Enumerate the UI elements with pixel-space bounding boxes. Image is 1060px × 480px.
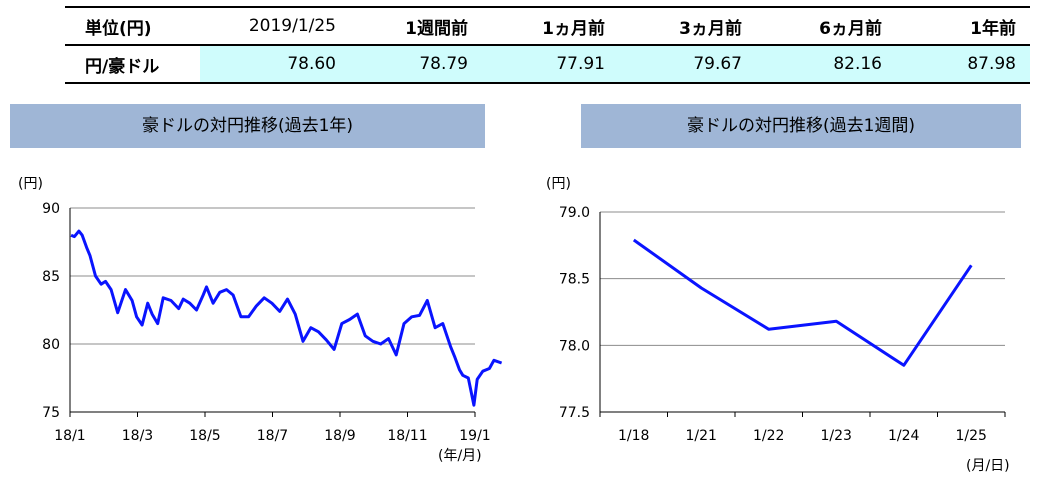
x-tick-label: 18/9 [324, 428, 355, 444]
y-tick-label: 78.0 [559, 338, 590, 354]
x-tick-label: 18/1 [54, 428, 85, 444]
x-unit-label: (年/月) [438, 448, 482, 464]
x-tick-label: 1/24 [888, 428, 920, 444]
y-tick-label: 85 [42, 269, 60, 285]
series-line [70, 229, 503, 407]
row-label: 円/豪ドル [85, 56, 160, 77]
column-header: 1年前 [896, 6, 1030, 45]
date-header: 2019/1/25 [200, 6, 350, 45]
table-cell: 78.60 [200, 45, 350, 83]
rate-table: 単位(円) 2019/1/25 1週間前 1ヵ月前 3ヵ月前 6ヵ月前 1年前 … [65, 6, 1030, 84]
table-cell: 82.16 [756, 45, 896, 83]
table-cell: 78.79 [350, 45, 482, 83]
column-header: 3ヵ月前 [619, 6, 756, 45]
y-tick-label: 77.5 [559, 405, 590, 421]
chart-1year: (円) (年/月) 90 85 80 75 18/1 18/3 18/5 18/7 18/9 1… [18, 176, 503, 464]
y-tick-label: 78.5 [559, 272, 590, 288]
table-cell: 79.67 [619, 45, 756, 83]
x-tick-label: 1/25 [956, 428, 987, 444]
table-row: 円/豪ドル 78.60 78.79 77.91 79.67 82.16 87.9… [65, 45, 1030, 83]
y-unit-label: (円) [546, 176, 571, 192]
column-header: 1週間前 [350, 6, 482, 45]
y-unit-label: (円) [18, 176, 43, 192]
x-tick-label: 1/18 [618, 428, 649, 444]
chart-title-1year: 豪ドルの対円推移(過去1年) [10, 104, 485, 148]
x-tick-label: 18/5 [189, 428, 220, 444]
y-tick-label: 80 [42, 337, 60, 353]
table-cell: 77.91 [482, 45, 619, 83]
column-header: 1ヵ月前 [482, 6, 619, 45]
x-tick-label: 19/1 [459, 428, 490, 444]
x-tick-label: 1/21 [686, 428, 717, 444]
x-tick-label: 1/22 [753, 428, 784, 444]
column-header: 6ヵ月前 [756, 6, 896, 45]
x-unit-label: (月/日) [966, 458, 1010, 474]
y-tick-label: 90 [42, 201, 60, 217]
table-cell: 87.98 [896, 45, 1030, 83]
y-tick-label: 79.0 [559, 205, 590, 221]
unit-header: 単位(円) [65, 6, 200, 45]
chart-title-1week: 豪ドルの対円推移(過去1週間) [581, 104, 1021, 148]
series-line [632, 238, 973, 367]
table-header-row: 単位(円) 2019/1/25 1週間前 1ヵ月前 3ヵ月前 6ヵ月前 1年前 [65, 6, 1030, 45]
x-tick-label: 18/3 [122, 428, 153, 444]
chart-1week: (円) (月/日) 79.0 78.5 78.0 77.5 1/18 1/21 1/22 1… [546, 176, 1010, 474]
x-tick-label: 1/23 [821, 428, 852, 444]
y-tick-label: 75 [42, 405, 60, 421]
x-tick-label: 18/11 [387, 428, 427, 444]
x-tick-label: 18/7 [257, 428, 288, 444]
